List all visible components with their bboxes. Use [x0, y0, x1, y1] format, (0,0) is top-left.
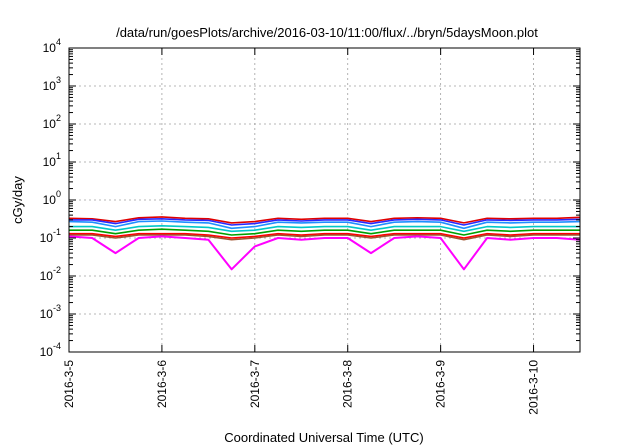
x-tick-label: 2016-3-7: [248, 360, 262, 408]
y-axis-label: cGy/day: [10, 176, 25, 224]
series-line: [69, 234, 580, 241]
x-tick-label: 2016-3-10: [527, 360, 541, 415]
y-tick-labels: 10-4 10-3 10-2 10-1 100 101 102 103 104: [40, 37, 61, 359]
series-line: [69, 225, 580, 233]
x-tick-label: 2016-3-8: [341, 360, 355, 408]
x-tick-labels: 2016-3-5 2016-3-6 2016-3-7 2016-3-8 2016-3-9…: [62, 360, 541, 415]
series-line: [68, 235, 581, 271]
y-tick-label: 10-2: [40, 265, 61, 283]
ticks-layer: [68, 47, 580, 353]
grid-layer: [69, 48, 580, 352]
series-layer: [68, 216, 581, 271]
y-tick-label: 10-1: [40, 227, 61, 245]
series-line: [69, 232, 580, 239]
y-tick-label: 10-3: [40, 303, 61, 321]
x-tick-label: 2016-3-5: [62, 360, 76, 408]
series-line: [68, 216, 581, 224]
y-tick-label: 100: [43, 189, 61, 207]
x-tick-label: 2016-3-9: [434, 360, 448, 408]
series-line: [69, 228, 580, 236]
y-tick-label: 101: [43, 151, 61, 169]
y-tick-label: 10-4: [40, 341, 61, 359]
x-axis-label: Coordinated Universal Time (UTC): [224, 430, 423, 445]
x-tick-label: 2016-3-6: [155, 360, 169, 408]
series-line: [69, 218, 581, 226]
chart-title: /data/run/goesPlots/archive/2016-03-10/1…: [116, 25, 538, 40]
y-tick-label: 104: [43, 37, 61, 55]
series-line: [68, 220, 581, 230]
y-tick-label: 103: [43, 75, 61, 93]
y-tick-label: 102: [43, 113, 61, 131]
